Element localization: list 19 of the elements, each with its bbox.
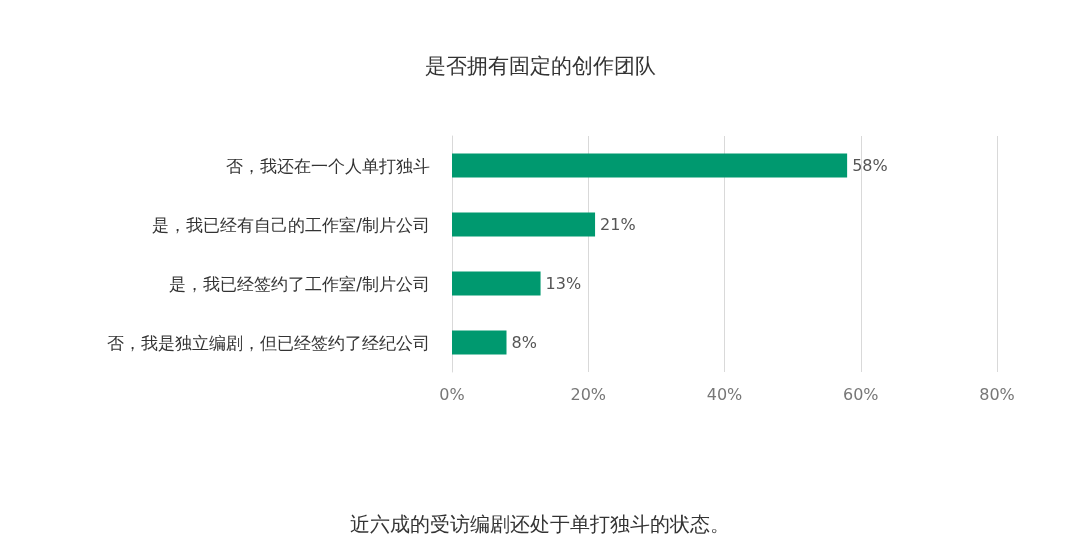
data-label: 58% xyxy=(852,156,888,175)
y-tick-label: 是，我已经有自己的工作室/制片公司 xyxy=(152,214,430,235)
y-tick-label: 否，我是独立编剧，但已经签约了经纪公司 xyxy=(107,332,430,353)
data-label: 8% xyxy=(511,333,537,352)
bar xyxy=(452,212,596,237)
chart-title: 是否拥有固定的创作团队 xyxy=(424,53,656,78)
bar xyxy=(452,153,848,178)
data-label: 13% xyxy=(545,274,582,293)
bar xyxy=(452,330,507,355)
x-tick-label: 80% xyxy=(979,384,1015,404)
text: 近六成的受访编剧还处于单打独斗的状态。 xyxy=(350,512,730,536)
bar xyxy=(452,271,541,296)
x-tick-label: 0% xyxy=(439,384,465,404)
x-tick-label: 20% xyxy=(570,384,607,404)
x-tick-label: 60% xyxy=(842,384,879,404)
y-tick-label: 是，我已经签约了工作室/制片公司 xyxy=(169,273,430,294)
x-tick-label: 40% xyxy=(706,384,743,404)
data-label: 21% xyxy=(600,215,636,234)
y-tick-label: 否，我还在一个人单打独斗 xyxy=(226,155,430,176)
